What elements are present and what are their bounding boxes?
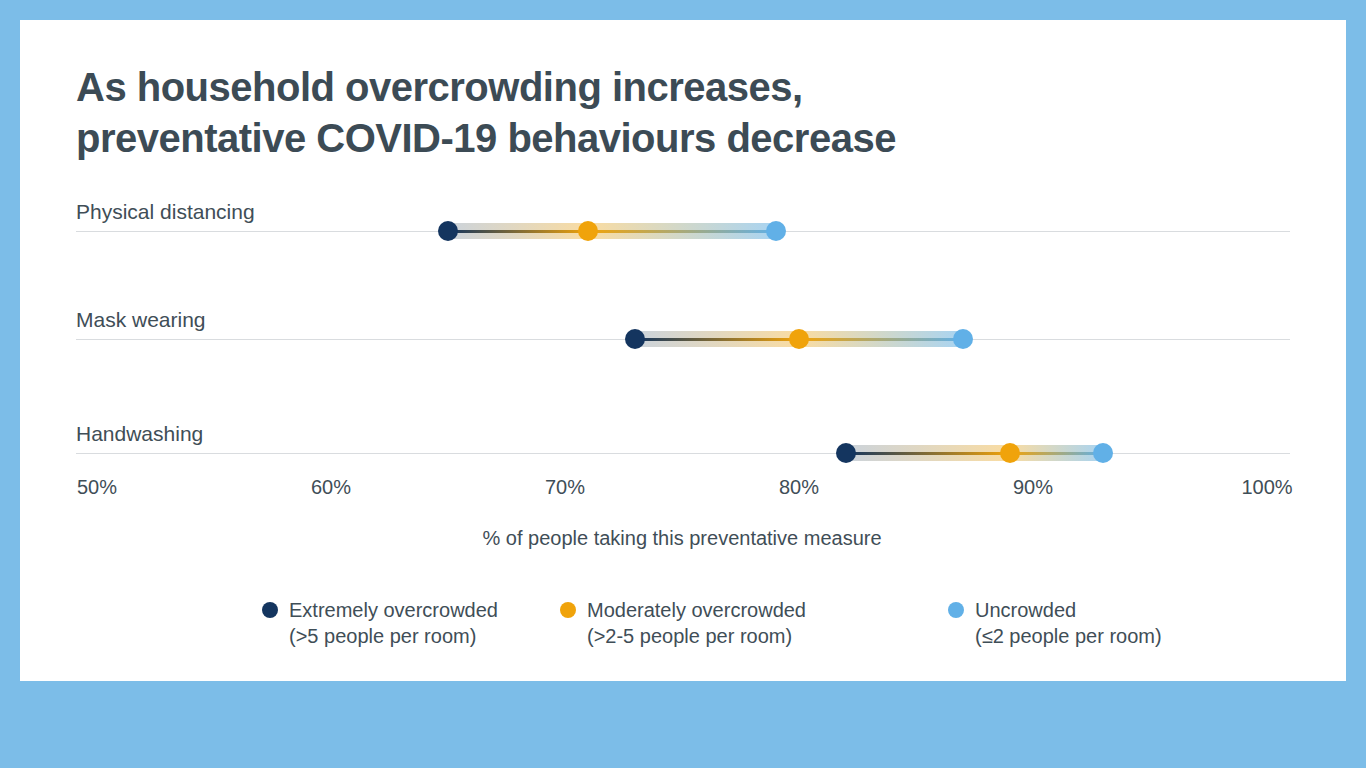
- chart-title-line1: As household overcrowding increases,: [76, 62, 896, 113]
- row-connector-line: [448, 230, 776, 233]
- dot-extremely-overcrowded: [438, 221, 458, 241]
- page-background: As household overcrowding increases, pre…: [0, 0, 1366, 768]
- legend-swatch-moderately-overcrowded: [560, 602, 576, 618]
- legend-label: Uncrowded (≤2 people per room): [975, 597, 1162, 649]
- row-connector-line: [846, 452, 1103, 455]
- dot-uncrowded: [1093, 443, 1113, 463]
- legend-item-extremely-overcrowded: Extremely overcrowded (>5 people per roo…: [262, 597, 498, 649]
- chart-card: As household overcrowding increases, pre…: [20, 20, 1346, 681]
- footer-band: World Health Organization: [0, 681, 1366, 768]
- x-tick-80: 80%: [779, 476, 819, 499]
- x-tick-70: 70%: [545, 476, 585, 499]
- dot-uncrowded: [766, 221, 786, 241]
- dot-extremely-overcrowded: [836, 443, 856, 463]
- x-tick-60: 60%: [311, 476, 351, 499]
- x-tick-50: 50%: [77, 476, 117, 499]
- legend-label: Moderately overcrowded (>2-5 people per …: [587, 597, 806, 649]
- legend-item-uncrowded: Uncrowded (≤2 people per room): [948, 597, 1162, 649]
- legend-item-moderately-overcrowded: Moderately overcrowded (>2-5 people per …: [560, 597, 806, 649]
- dot-uncrowded: [953, 329, 973, 349]
- dot-moderately-overcrowded: [789, 329, 809, 349]
- chart-title-line2: preventative COVID-19 behaviours decreas…: [76, 113, 896, 164]
- x-tick-90: 90%: [1013, 476, 1053, 499]
- legend-swatch-uncrowded: [948, 602, 964, 618]
- x-axis-label: % of people taking this preventative mea…: [97, 527, 1267, 550]
- dot-moderately-overcrowded: [578, 221, 598, 241]
- dot-extremely-overcrowded: [625, 329, 645, 349]
- x-tick-100: 100%: [1241, 476, 1292, 499]
- category-label: Mask wearing: [76, 308, 206, 332]
- legend-label: Extremely overcrowded (>5 people per roo…: [289, 597, 498, 649]
- chart-title: As household overcrowding increases, pre…: [76, 62, 896, 164]
- category-label: Handwashing: [76, 422, 203, 446]
- dot-moderately-overcrowded: [1000, 443, 1020, 463]
- legend-swatch-extremely-overcrowded: [262, 602, 278, 618]
- category-label: Physical distancing: [76, 200, 255, 224]
